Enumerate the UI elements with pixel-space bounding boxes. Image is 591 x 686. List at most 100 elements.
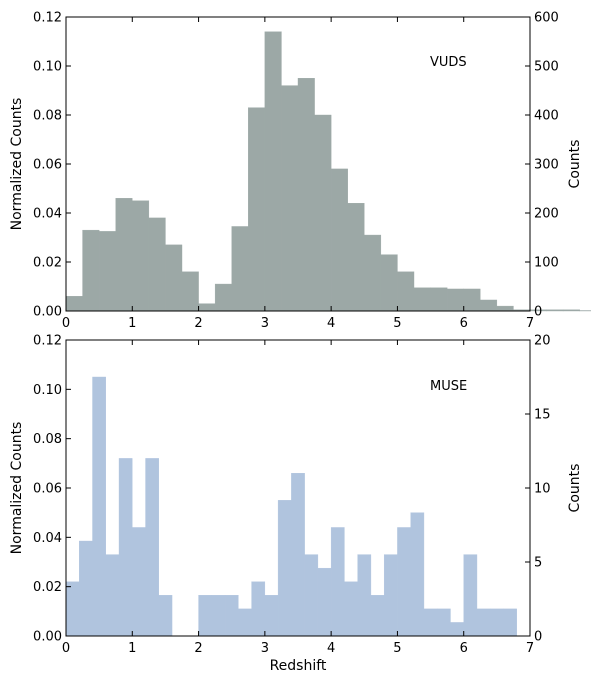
x-tick-label: 2	[194, 641, 202, 656]
histogram-bar	[132, 200, 150, 312]
histogram-bar	[423, 608, 438, 637]
xlabel: Redshift	[270, 658, 327, 674]
histogram-bar	[330, 168, 348, 312]
x-tick-label: 0	[62, 316, 70, 331]
y-tick-label-left: 0.06	[33, 158, 62, 173]
histogram-bar	[105, 554, 120, 637]
histogram-bar	[198, 303, 216, 312]
y-tick-label-right: 10	[534, 482, 551, 497]
histogram-bar	[364, 234, 382, 312]
x-tick-label: 6	[460, 316, 468, 331]
histogram-bar	[145, 458, 160, 637]
vuds-bars	[65, 31, 591, 312]
y-tick-label-right: 20	[534, 334, 551, 349]
histogram-bar	[251, 581, 266, 637]
histogram-bar	[165, 244, 183, 312]
histogram-bar	[115, 198, 133, 312]
x-tick-label: 4	[327, 316, 335, 331]
y-tick-label-right: 600	[534, 11, 559, 26]
vuds-series-label: VUDS	[430, 55, 467, 70]
histogram-bar	[198, 595, 213, 637]
x-tick-label: 7	[526, 316, 534, 331]
y-tick-label-right: 200	[534, 207, 559, 222]
y-tick-label-left: 0.02	[33, 256, 62, 271]
x-tick-label: 6	[460, 641, 468, 656]
vuds-panel: 0 1 2 3 4 5 6 7 0.00 0.02 0.04 0.06 0.08 0.10 0.12 0 100…	[9, 11, 591, 332]
y-tick-label-right: 5	[534, 556, 542, 571]
histogram-bar	[291, 473, 305, 637]
histogram-bar	[503, 608, 517, 637]
histogram-bar	[317, 567, 332, 637]
y-tick-label-left: 0.10	[33, 60, 62, 75]
x-tick-label: 3	[261, 641, 269, 656]
histogram-bar	[304, 554, 319, 637]
x-tick-label: 7	[526, 641, 534, 656]
histogram-bar	[224, 595, 239, 637]
y-tick-label-left: 0.12	[33, 334, 62, 349]
muse-ticks: 0 1 2 3 4 5 6 7 0.00 0.02 0.04 0.06 0.08 0.10 0.12 0 5 10…	[33, 334, 551, 657]
y-tick-label-right: 0	[534, 305, 542, 320]
histogram-bar	[98, 231, 116, 312]
histogram-bar	[562, 309, 580, 312]
histogram-bar	[148, 217, 166, 312]
histogram-bar	[65, 296, 83, 312]
y-tick-label-right: 400	[534, 109, 559, 124]
histogram-bar	[347, 202, 365, 312]
vuds-ylabel-left: Normalized Counts	[9, 98, 25, 231]
y-tick-label-right: 500	[534, 60, 559, 75]
histogram-bar	[264, 31, 282, 312]
histogram-bar	[397, 271, 415, 312]
histogram-bar	[238, 608, 252, 637]
histogram-bar	[357, 554, 372, 637]
histogram-bar	[463, 554, 478, 637]
vuds-ylabel-right: Counts	[567, 140, 583, 189]
histogram-bar	[450, 622, 464, 637]
histogram-bar	[231, 226, 249, 312]
y-tick-label-right: 0	[534, 630, 542, 645]
y-tick-label-right: 15	[534, 408, 551, 423]
muse-ylabel-right: Counts	[567, 464, 583, 513]
histogram-bar	[410, 512, 425, 637]
histogram-bar	[476, 608, 491, 637]
y-tick-label-left: 0.06	[33, 482, 62, 497]
muse-bars	[65, 376, 517, 637]
histogram-bar	[314, 114, 332, 312]
x-tick-label: 3	[261, 316, 269, 331]
y-tick-label-left: 0.00	[33, 305, 62, 320]
y-tick-label-left: 0.00	[33, 630, 62, 645]
vuds-ticks: 0 1 2 3 4 5 6 7 0.00 0.02 0.04 0.06 0.08 0.10 0.12 0 100…	[33, 11, 559, 332]
histogram-bar	[211, 595, 226, 637]
histogram-bar	[463, 288, 481, 312]
muse-series-label: MUSE	[430, 379, 467, 394]
muse-panel: 0 1 2 3 4 5 6 7 0.00 0.02 0.04 0.06 0.08 0.10 0.12 0 5 10…	[9, 334, 583, 675]
y-tick-label-left: 0.08	[33, 109, 62, 124]
muse-ylabel-left: Normalized Counts	[9, 422, 25, 555]
histogram-bar	[181, 271, 199, 312]
histogram-bar	[82, 229, 100, 312]
x-tick-label: 2	[194, 316, 202, 331]
histogram-bar	[277, 500, 292, 637]
y-tick-label-left: 0.10	[33, 383, 62, 398]
histogram-bar	[297, 78, 315, 312]
y-tick-label-left: 0.12	[33, 11, 62, 26]
histogram-bar	[383, 554, 398, 637]
histogram-bar	[65, 581, 80, 637]
histogram-bar	[248, 107, 266, 312]
y-tick-label-left: 0.08	[33, 432, 62, 447]
y-tick-label-left: 0.04	[33, 207, 62, 222]
histogram-bar	[430, 287, 448, 312]
histogram-bar	[264, 595, 279, 637]
y-tick-label-left: 0.02	[33, 580, 62, 595]
histogram-bar	[330, 527, 345, 637]
histogram-bar	[446, 288, 464, 312]
histogram-bar	[380, 254, 398, 312]
histogram-bar	[214, 283, 232, 312]
histogram-bar	[413, 287, 431, 312]
histogram-bar	[480, 299, 498, 312]
histogram-bar	[344, 581, 358, 637]
y-tick-label-left: 0.04	[33, 531, 62, 546]
x-tick-label: 1	[128, 316, 136, 331]
x-tick-label: 0	[62, 641, 70, 656]
histogram-bar	[397, 527, 411, 637]
